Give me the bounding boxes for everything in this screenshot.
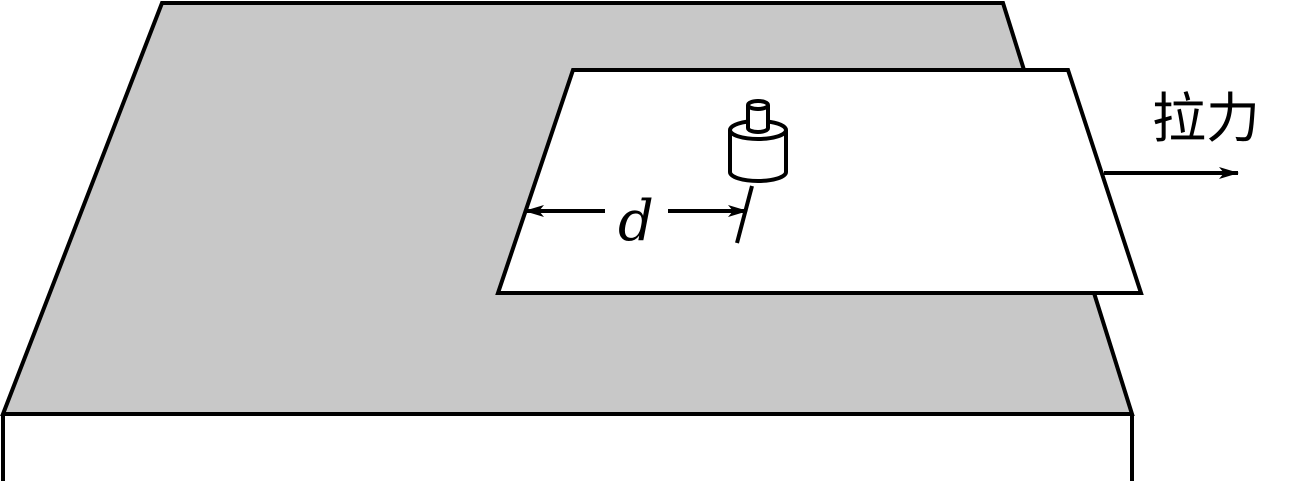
pull-force-label: 拉力 [1152, 87, 1260, 150]
distance-label: d [618, 189, 654, 254]
bottle-object [728, 99, 788, 183]
paper-sheet [495, 68, 1144, 295]
